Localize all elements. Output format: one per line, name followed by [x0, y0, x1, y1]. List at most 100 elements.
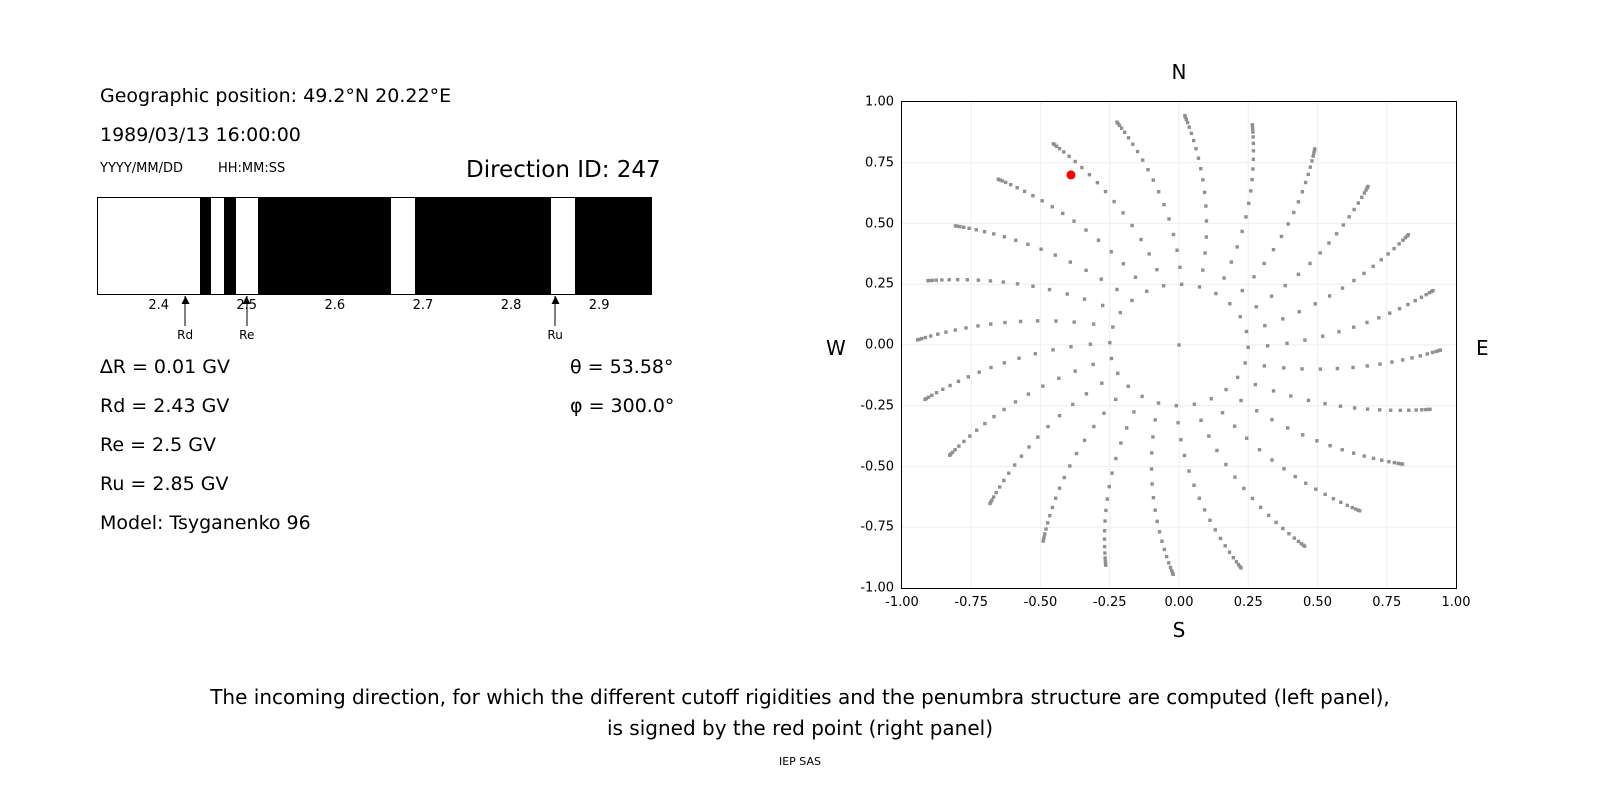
direction-point: [1202, 508, 1207, 512]
direction-point: [1103, 551, 1107, 555]
direction-point: [1297, 310, 1301, 314]
direction-point: [947, 278, 951, 282]
direction-point: [1292, 536, 1296, 540]
direction-point: [1257, 448, 1262, 452]
direction-point: [1354, 507, 1358, 511]
direction-point: [1254, 305, 1258, 309]
direction-point: [1249, 189, 1253, 193]
direction-point: [1031, 284, 1035, 288]
direction-point: [1146, 168, 1150, 172]
direction-point: [1392, 246, 1396, 251]
direction-point: [1002, 478, 1006, 483]
direction-point: [1048, 513, 1052, 518]
direction-point: [1073, 369, 1077, 373]
direction-point: [1082, 438, 1087, 443]
direction-point: [955, 224, 959, 228]
direction-point: [1270, 458, 1274, 462]
direction-point: [1182, 453, 1187, 458]
direction-point: [1365, 320, 1369, 325]
direction-point: [1001, 280, 1006, 284]
direction-point: [1300, 367, 1304, 371]
penumbra-forbidden-band: [414, 198, 551, 294]
direction-point: [1153, 508, 1157, 512]
direction-point: [958, 224, 962, 229]
direction-point: [1164, 554, 1169, 559]
selected-direction-marker[interactable]: [1066, 170, 1076, 180]
direction-point: [1378, 362, 1382, 366]
direction-point: [1107, 484, 1111, 489]
direction-point: [1300, 190, 1305, 194]
direction-point: [1238, 314, 1242, 319]
direction-point: [1055, 144, 1059, 149]
direction-point: [1039, 247, 1043, 251]
direction-point: [1111, 325, 1115, 329]
x-axis-tick-label: -1.00: [885, 595, 919, 610]
direction-point: [1187, 125, 1191, 129]
caption-line-2: is signed by the red point (right panel): [606, 716, 994, 740]
direction-point: [996, 177, 1000, 181]
direction-point: [1252, 275, 1256, 279]
direction-point: [974, 228, 978, 232]
direction-point: [1130, 223, 1134, 228]
direction-point: [965, 278, 970, 282]
direction-point: [923, 335, 928, 340]
direction-point: [1255, 409, 1259, 413]
direction-point: [1398, 408, 1403, 413]
direction-point: [1096, 238, 1101, 242]
x-axis-tick-label: -0.25: [1092, 595, 1127, 610]
direction-point: [1061, 211, 1065, 216]
direction-point: [1304, 481, 1308, 485]
direction-point: [1434, 349, 1438, 354]
direction-point: [1401, 358, 1405, 362]
direction-point: [1232, 424, 1237, 428]
direction-point: [1250, 496, 1255, 501]
direction-point: [1335, 366, 1340, 371]
direction-point: [1057, 413, 1062, 418]
direction-point: [1088, 342, 1093, 346]
direction-point: [1185, 120, 1190, 125]
direction-point: [1150, 482, 1154, 486]
direction-point: [1115, 287, 1119, 292]
y-axis-tick-label: -0.50: [860, 459, 894, 474]
direction-point: [1218, 536, 1223, 541]
direction-point: [1187, 469, 1191, 473]
direction-point: [1289, 394, 1293, 398]
direction-id-label: Direction ID: 247: [466, 157, 661, 183]
direction-point: [1116, 371, 1120, 376]
direction-point: [1100, 303, 1105, 308]
penumbra-tick-label: 2.6: [324, 298, 346, 313]
direction-point: [1207, 434, 1211, 438]
direction-point: [976, 278, 981, 282]
direction-point: [926, 395, 931, 399]
direction-point: [1352, 406, 1357, 410]
direction-point: [1044, 527, 1048, 531]
direction-point: [1242, 486, 1246, 491]
rd-value: Rd = 2.43 GV: [100, 395, 230, 417]
direction-point: [1102, 544, 1107, 549]
direction-point: [1220, 411, 1225, 415]
direction-point: [1046, 424, 1050, 429]
direction-point: [1104, 508, 1108, 513]
direction-point: [1251, 167, 1255, 171]
direction-point: [1169, 568, 1174, 573]
direction-point: [1204, 204, 1208, 208]
direction-point: [1015, 282, 1020, 286]
direction-point: [1150, 451, 1154, 455]
direction-point: [1000, 179, 1004, 183]
x-axis-tick-label: 1.00: [1441, 595, 1471, 610]
direction-point: [1365, 364, 1369, 368]
direction-point: [1103, 189, 1108, 194]
direction-point: [953, 448, 957, 452]
direction-point: [1149, 467, 1154, 471]
direction-point: [983, 421, 987, 426]
direction-point: [1306, 398, 1311, 403]
direction-point: [1397, 242, 1401, 246]
direction-point: [1095, 181, 1100, 185]
direction-point: [988, 501, 992, 506]
direction-point: [1388, 311, 1392, 315]
direction-point: [1115, 120, 1119, 124]
direction-point: [1179, 438, 1183, 442]
direction-point: [1224, 387, 1228, 392]
direction-point: [1347, 215, 1351, 219]
direction-point: [1035, 319, 1040, 323]
